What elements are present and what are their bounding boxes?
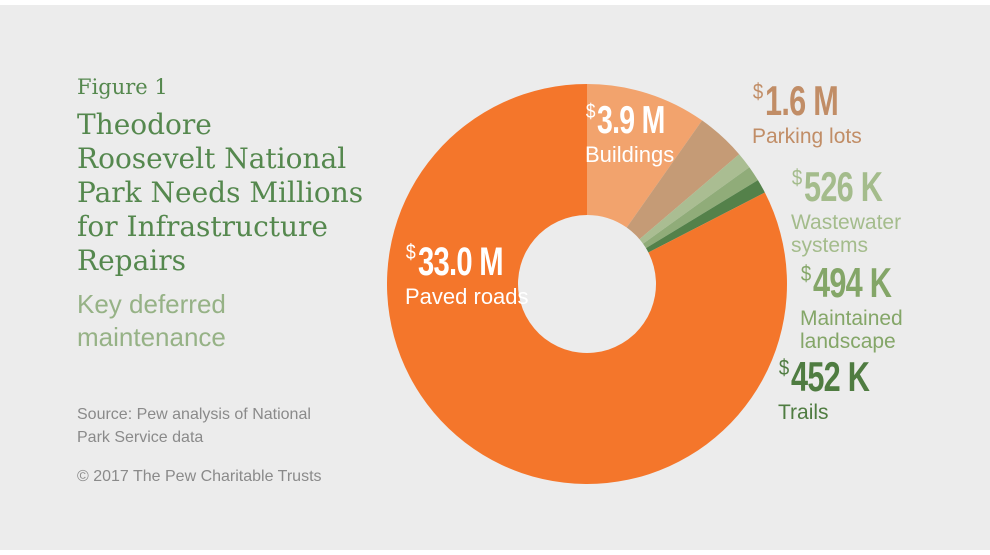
donut-slice-wastewater-systems [639, 154, 750, 244]
currency-symbol: $ [752, 79, 764, 104]
slice-name: Paved roads [405, 284, 529, 309]
slice-name: Buildings [585, 142, 675, 167]
currency-symbol: $ [791, 165, 803, 190]
slice-label-wastewater-systems: $526 K Wastewater systems [791, 163, 911, 258]
slice-value: $526 K [791, 163, 883, 210]
donut-chart [387, 84, 787, 484]
donut-slice-buildings [587, 84, 703, 228]
chart-title: Theodore Roosevelt National Park Needs M… [77, 108, 364, 277]
slice-name: Maintained landscape [800, 307, 903, 353]
slice-value: $494 K [800, 259, 892, 306]
figure-label: Figure 1 [77, 75, 168, 99]
donut-slice-paved-roads [387, 84, 787, 484]
donut-slice-maintained-landscape [643, 167, 758, 249]
slice-name: Wastewater systems [791, 211, 902, 257]
currency-symbol: $ [585, 101, 596, 123]
slice-value: $452 K [778, 353, 870, 400]
source-text: Source: Pew analysis of National Park Se… [77, 406, 311, 446]
slice-value: $1.6 M [752, 77, 839, 124]
donut-slice-parking-lots [626, 120, 740, 240]
slice-value: $3.9 M [585, 99, 666, 142]
slice-label-parking-lots: $1.6 M Parking lots [752, 77, 865, 149]
title-block: Figure 1 Theodore Roosevelt National Par… [77, 74, 407, 354]
slice-value: $33.0 M [405, 240, 503, 284]
currency-symbol: $ [778, 355, 790, 380]
slice-label-maintained-landscape: $494 K Maintained landscape [800, 259, 920, 354]
slice-label-trails: $452 K Trails [778, 353, 898, 425]
slice-label-paved-roads: $33.0 M Paved roads [405, 242, 534, 308]
currency-symbol: $ [800, 261, 812, 286]
donut-slice-trails [645, 180, 765, 253]
currency-symbol: $ [405, 241, 416, 264]
slice-label-buildings: $3.9 M Buildings [585, 101, 690, 166]
slice-name: Parking lots [752, 125, 862, 148]
source-block: Source: Pew analysis of National Park Se… [77, 403, 377, 488]
copyright-text: © 2017 The Pew Charitable Trusts [77, 468, 322, 485]
slice-name: Trails [778, 401, 829, 424]
chart-subtitle: Key deferred maintenance [77, 289, 226, 352]
